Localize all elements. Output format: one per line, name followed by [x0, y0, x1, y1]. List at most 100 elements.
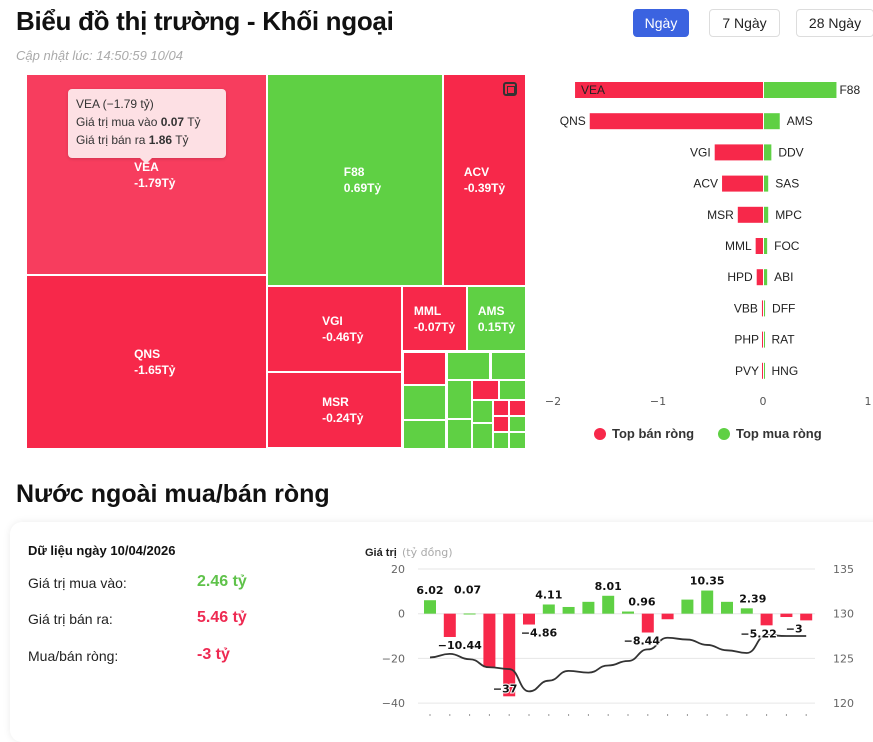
- bar-data-label: 10.35: [690, 575, 725, 588]
- sell-label: ACV: [693, 177, 718, 191]
- treemap-tile-small[interactable]: [447, 352, 490, 380]
- tile-label: MSR -0.24Tỷ: [322, 394, 363, 426]
- buy-value: 2.46 tỷ: [197, 573, 247, 590]
- legend-buy[interactable]: Top mua ròng: [718, 426, 822, 441]
- treemap-tile-msr[interactable]: MSR -0.24Tỷ: [267, 372, 402, 448]
- net-history-chart: Giá trị (tỷ đồng) 20 135 0 130 −20 125 −40 120 6.0…: [365, 546, 854, 716]
- buy-bar-ams: [764, 113, 780, 130]
- tile-code: MML: [413, 303, 442, 318]
- y2-tick-label: 125: [833, 652, 854, 665]
- treemap-tile-qns[interactable]: QNS -1.65Tỷ: [26, 275, 267, 449]
- legend-buy-label: Top mua ròng: [736, 426, 822, 441]
- tile-code: AMS: [477, 303, 505, 318]
- sell-label: MML: [725, 239, 752, 253]
- y2-tick-label: 130: [833, 608, 854, 621]
- tile-value: -1.79Tỷ: [134, 175, 176, 190]
- tile-code: VGI: [322, 314, 343, 328]
- buy-label: FOC: [774, 239, 800, 253]
- period-28day-button[interactable]: 28 Ngày: [796, 9, 873, 37]
- fullscreen-icon[interactable]: [503, 82, 517, 96]
- treemap-tile-ams[interactable]: AMS 0.15Tỷ: [467, 286, 526, 351]
- tile-code: F88: [343, 165, 365, 179]
- chart-unit: (tỷ đồng): [402, 546, 453, 559]
- tile-value: 0.69Tỷ: [343, 181, 382, 195]
- bar-data-label: 4.11: [535, 588, 562, 601]
- tile-value: -0.24Tỷ: [322, 411, 364, 425]
- treemap-tile-small[interactable]: [447, 419, 472, 449]
- y-tick-label: 0: [398, 608, 405, 621]
- chart-bar: [740, 608, 753, 614]
- chart-title: Giá trị: [365, 547, 397, 559]
- x-tick-label: 1: [865, 395, 872, 408]
- data-date: Dữ liệu ngày 10/04/2026: [28, 543, 176, 558]
- buy-label: F88: [839, 83, 860, 97]
- treemap-tile-small[interactable]: [403, 352, 446, 385]
- x-tick-label: −1: [650, 395, 666, 408]
- sell-label: HPD: [727, 270, 753, 284]
- y2-tick-label: 120: [833, 697, 854, 710]
- bar-data-label: 0.96: [628, 596, 655, 609]
- y-tick-label: −40: [382, 697, 405, 710]
- treemap-tile-f88[interactable]: F88 0.69Tỷ: [267, 74, 443, 286]
- chart-bar: [661, 613, 674, 620]
- x-tick-label: −2: [545, 395, 561, 408]
- tile-value: -0.07Tỷ: [413, 319, 456, 334]
- tile-label: AMS 0.15Tỷ: [478, 303, 515, 335]
- chart-bar: [760, 613, 773, 626]
- chart-bar: [463, 613, 476, 615]
- sell-label: MSR: [707, 208, 734, 222]
- tooltip-unit: Tỷ: [175, 133, 189, 147]
- treemap-tile-small[interactable]: [472, 423, 493, 449]
- section-title: Nước ngoài mua/bán ròng: [16, 480, 330, 508]
- bar-data-label: 6.02: [416, 584, 443, 597]
- updated-time: Cập nhật lúc: 14:50:59 10/04: [16, 48, 183, 63]
- period-7day-button[interactable]: 7 Ngày: [709, 9, 780, 37]
- treemap-tile-small[interactable]: [509, 416, 526, 432]
- period-day-button[interactable]: Ngày: [633, 9, 689, 37]
- tooltip-buy-value: 0.07: [160, 115, 185, 129]
- bar-data-label: −3: [786, 622, 803, 635]
- tile-label: VGI -0.46Tỷ: [322, 313, 363, 345]
- treemap-tile-small[interactable]: [493, 400, 509, 416]
- buy-label: MPC: [775, 208, 802, 222]
- chart-bar: [602, 595, 615, 614]
- treemap-tile-mml[interactable]: MML -0.07Tỷ: [402, 286, 467, 351]
- treemap-tile-small[interactable]: [493, 432, 509, 449]
- treemap-tile-small[interactable]: [403, 385, 446, 420]
- sell-label: PHP: [734, 333, 759, 347]
- treemap-tile-small[interactable]: [491, 352, 526, 380]
- tile-label: MML -0.07Tỷ: [414, 303, 455, 335]
- treemap-tile-small[interactable]: [499, 380, 526, 400]
- treemap-tile-small[interactable]: [509, 400, 526, 416]
- chart-bar: [503, 613, 516, 697]
- y-tick-label: 20: [391, 563, 405, 576]
- legend-sell[interactable]: Top bán ròng: [594, 426, 694, 441]
- legend-sell-label: Top bán ròng: [612, 426, 695, 441]
- chart-bar: [780, 613, 793, 618]
- treemap: VEA -1.79Tỷ F88 0.69Tỷ ACV -0.39Tỷ QNS -1.65Tỷ V…: [26, 74, 526, 449]
- treemap-tile-small[interactable]: [472, 400, 493, 423]
- buy-value-label: Giá trị mua vào:: [28, 575, 127, 591]
- net-card: [10, 522, 873, 742]
- treemap-tile-small[interactable]: [472, 380, 499, 400]
- sell-bar-mml: [755, 238, 763, 254]
- chart-bar: [542, 604, 555, 614]
- chart-bar: [681, 599, 694, 614]
- buy-label: ABI: [774, 270, 793, 284]
- treemap-tile-acv[interactable]: ACV -0.39Tỷ: [443, 74, 526, 286]
- sell-bar-vgi: [714, 144, 763, 161]
- treemap-tile-small[interactable]: [493, 416, 509, 432]
- treemap-tile-small[interactable]: [509, 432, 526, 449]
- treemap-tile-small[interactable]: [403, 420, 446, 449]
- bar-data-label: 8.01: [595, 580, 622, 593]
- treemap-tile-vgi[interactable]: VGI -0.46Tỷ: [267, 286, 402, 372]
- sell-value: 5.46 tỷ: [197, 609, 247, 626]
- legend-sell-dot: [594, 427, 606, 440]
- sell-label: VGI: [690, 145, 711, 159]
- bar-data-label: −37: [493, 682, 518, 695]
- sell-bar-msr: [737, 206, 763, 223]
- treemap-tile-small[interactable]: [447, 380, 472, 419]
- bar-data-label: −5.22: [740, 627, 776, 640]
- sell-bar-acv: [722, 175, 763, 192]
- net-value: -3 tỷ: [197, 646, 230, 663]
